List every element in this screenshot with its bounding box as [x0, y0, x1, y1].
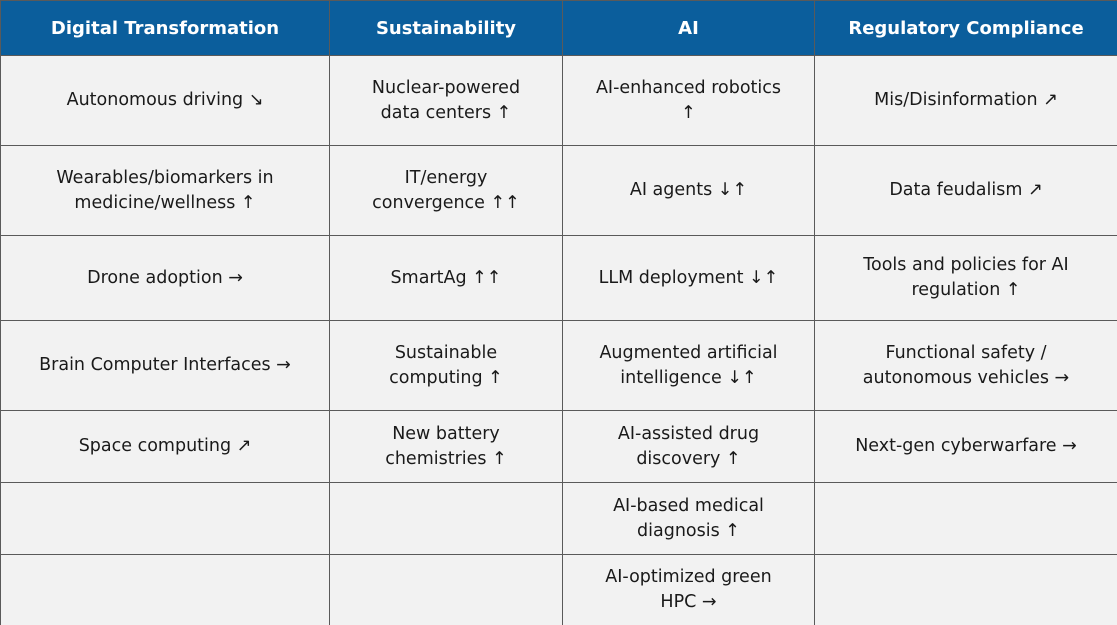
- table-cell: Brain Computer Interfaces →: [0, 320, 330, 411]
- table-cell: Next-gen cyberwarfare →: [814, 410, 1117, 483]
- cell-line: AI-optimized green: [605, 567, 772, 587]
- table-cell: AI agents ↓↑: [562, 145, 815, 236]
- table-row: Wearables/biomarkers in medicine/wellness…: [0, 145, 1117, 236]
- table-cell: Functional safety / autonomous vehicles →: [814, 320, 1117, 411]
- cell-line: Data feudalism ↗: [889, 180, 1043, 200]
- table-cell: [329, 554, 563, 625]
- table-cell: IT/energy convergence ↑↑: [329, 145, 563, 236]
- cell-line: Wearables/biomarkers in: [56, 167, 274, 188]
- header-row: Digital Transformation Sustainability AI Re…: [0, 0, 1117, 56]
- cell-line: discovery ↑: [636, 448, 741, 469]
- table-cell: AI-assisted drug discovery ↑: [562, 410, 815, 483]
- cell-line: AI agents ↓↑: [629, 180, 748, 200]
- cell-line: chemistries ↑: [385, 448, 507, 469]
- table-cell: Wearables/biomarkers in medicine/wellness…: [0, 145, 330, 236]
- table-row: Space computing ↗ New battery chemistries …: [0, 410, 1117, 483]
- table-cell: [0, 554, 330, 625]
- table-cell: Mis/Disinformation ↗: [814, 55, 1117, 146]
- cell-line: Drone adoption →: [87, 267, 243, 288]
- table-row: AI-optimized green HPC →: [0, 554, 1117, 625]
- cell-line: LLM deployment ↓↑: [598, 267, 779, 288]
- table-cell: Drone adoption →: [0, 235, 330, 321]
- table-cell: AI-enhanced robotics ↑: [562, 55, 815, 146]
- cell-line: ↑: [681, 102, 696, 123]
- cell-line: SmartAg ↑↑: [390, 267, 502, 288]
- cell-line: Space computing ↗: [78, 436, 252, 456]
- table-cell: New battery chemistries ↑: [329, 410, 563, 483]
- table-row: AI-based medical diagnosis ↑: [0, 482, 1117, 555]
- cell-line: AI-assisted drug: [617, 423, 760, 444]
- cell-line: Brain Computer Interfaces →: [39, 355, 291, 375]
- column-header: Regulatory Compliance: [814, 0, 1117, 56]
- cell-line: IT/energy: [404, 167, 488, 188]
- table-row: Brain Computer Interfaces → Sustainable co…: [0, 320, 1117, 411]
- table-cell: Augmented artificial intelligence ↓↑: [562, 320, 815, 411]
- cell-line: New battery: [392, 423, 500, 444]
- table-row: Drone adoption → SmartAg ↑↑ LLM deployment…: [0, 235, 1117, 321]
- cell-line: Tools and policies for AI: [863, 255, 1069, 275]
- table-cell: [0, 482, 330, 555]
- table-cell: Space computing ↗: [0, 410, 330, 483]
- table-row: Autonomous driving ↘ Nuclear-powered data …: [0, 55, 1117, 146]
- cell-line: computing ↑: [389, 367, 503, 388]
- cell-line: AI-enhanced robotics: [595, 77, 782, 98]
- table-cell: [814, 482, 1117, 555]
- cell-line: Functional safety /: [885, 342, 1047, 363]
- table-cell: Sustainable computing ↑: [329, 320, 563, 411]
- table-cell: [814, 554, 1117, 625]
- cell-line: intelligence ↓↑: [620, 367, 757, 388]
- table-cell: Autonomous driving ↘: [0, 55, 330, 146]
- table-cell: Data feudalism ↗: [814, 145, 1117, 236]
- cell-line: Mis/Disinformation ↗: [874, 90, 1058, 110]
- cell-line: diagnosis ↑: [637, 520, 740, 541]
- table-cell: Nuclear-powered data centers ↑: [329, 55, 563, 146]
- cell-line: regulation ↑: [911, 280, 1021, 300]
- cell-line: Augmented artificial: [599, 342, 778, 363]
- cell-line: data centers ↑: [380, 102, 512, 123]
- cell-line: Next-gen cyberwarfare →: [855, 436, 1077, 456]
- cell-line: medicine/wellness ↑: [74, 192, 256, 213]
- cell-line: convergence ↑↑: [372, 192, 520, 213]
- table-cell: Tools and policies for AI regulation ↑: [814, 235, 1117, 321]
- cell-line: AI-based medical: [613, 495, 764, 516]
- cell-line: autonomous vehicles →: [862, 367, 1070, 388]
- cell-line: Nuclear-powered: [371, 77, 521, 98]
- table-cell: [329, 482, 563, 555]
- table-cell: SmartAg ↑↑: [329, 235, 563, 321]
- cell-line: HPC →: [660, 592, 717, 612]
- table-body: Autonomous driving ↘ Nuclear-powered data …: [0, 55, 1117, 625]
- cell-line: Autonomous driving ↘: [66, 90, 264, 110]
- table-cell: AI-optimized green HPC →: [562, 554, 815, 625]
- cell-line: Sustainable: [394, 342, 498, 363]
- table-cell: AI-based medical diagnosis ↑: [562, 482, 815, 555]
- column-header: AI: [562, 0, 815, 56]
- column-header: Sustainability: [329, 0, 563, 56]
- table-cell: LLM deployment ↓↑: [562, 235, 815, 321]
- column-header: Digital Transformation: [0, 0, 330, 56]
